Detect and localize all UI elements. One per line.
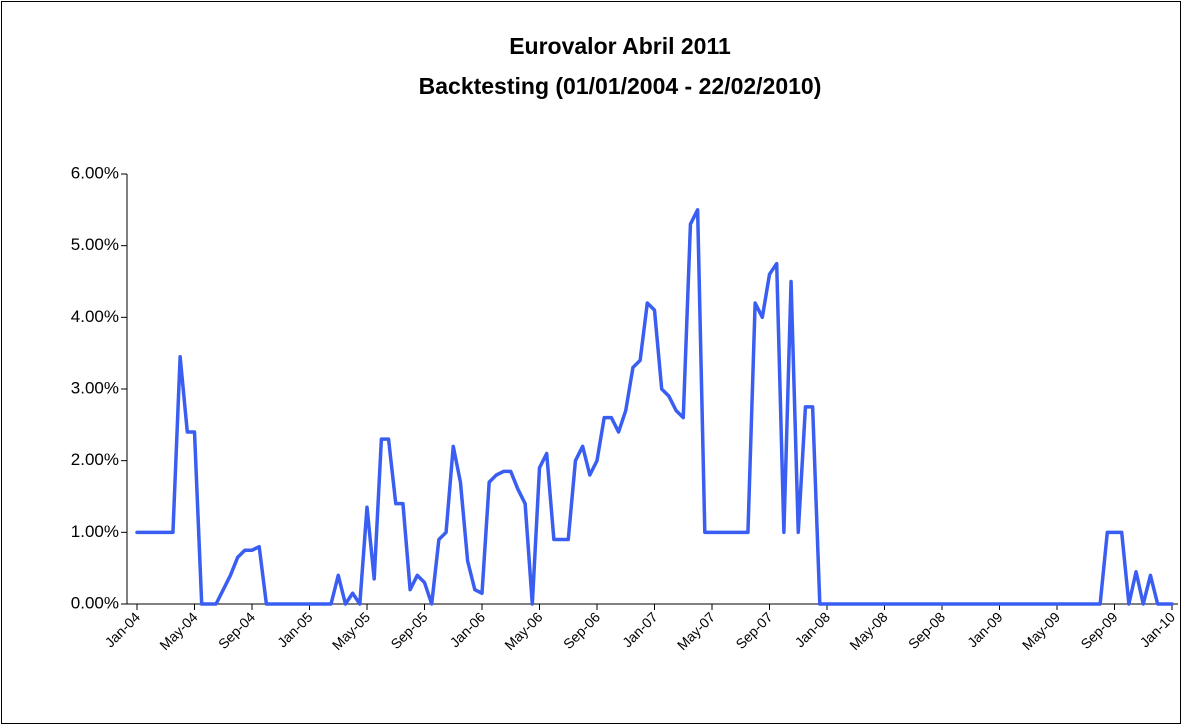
data-line (135, 208, 1174, 606)
chart-title: Eurovalor Abril 2011 (509, 33, 731, 59)
y-tick-label: 6.00% (71, 163, 119, 182)
y-tick-label: 0.00% (71, 593, 119, 612)
y-tick-label: 5.00% (71, 235, 119, 254)
y-tick-label: 4.00% (71, 307, 119, 326)
y-tick-label: 3.00% (71, 378, 119, 397)
y-tick-label: 1.00% (71, 522, 119, 541)
chart-subtitle: Backtesting (01/01/2004 - 22/02/2010) (419, 73, 822, 99)
y-tick-label: 2.00% (71, 450, 119, 469)
